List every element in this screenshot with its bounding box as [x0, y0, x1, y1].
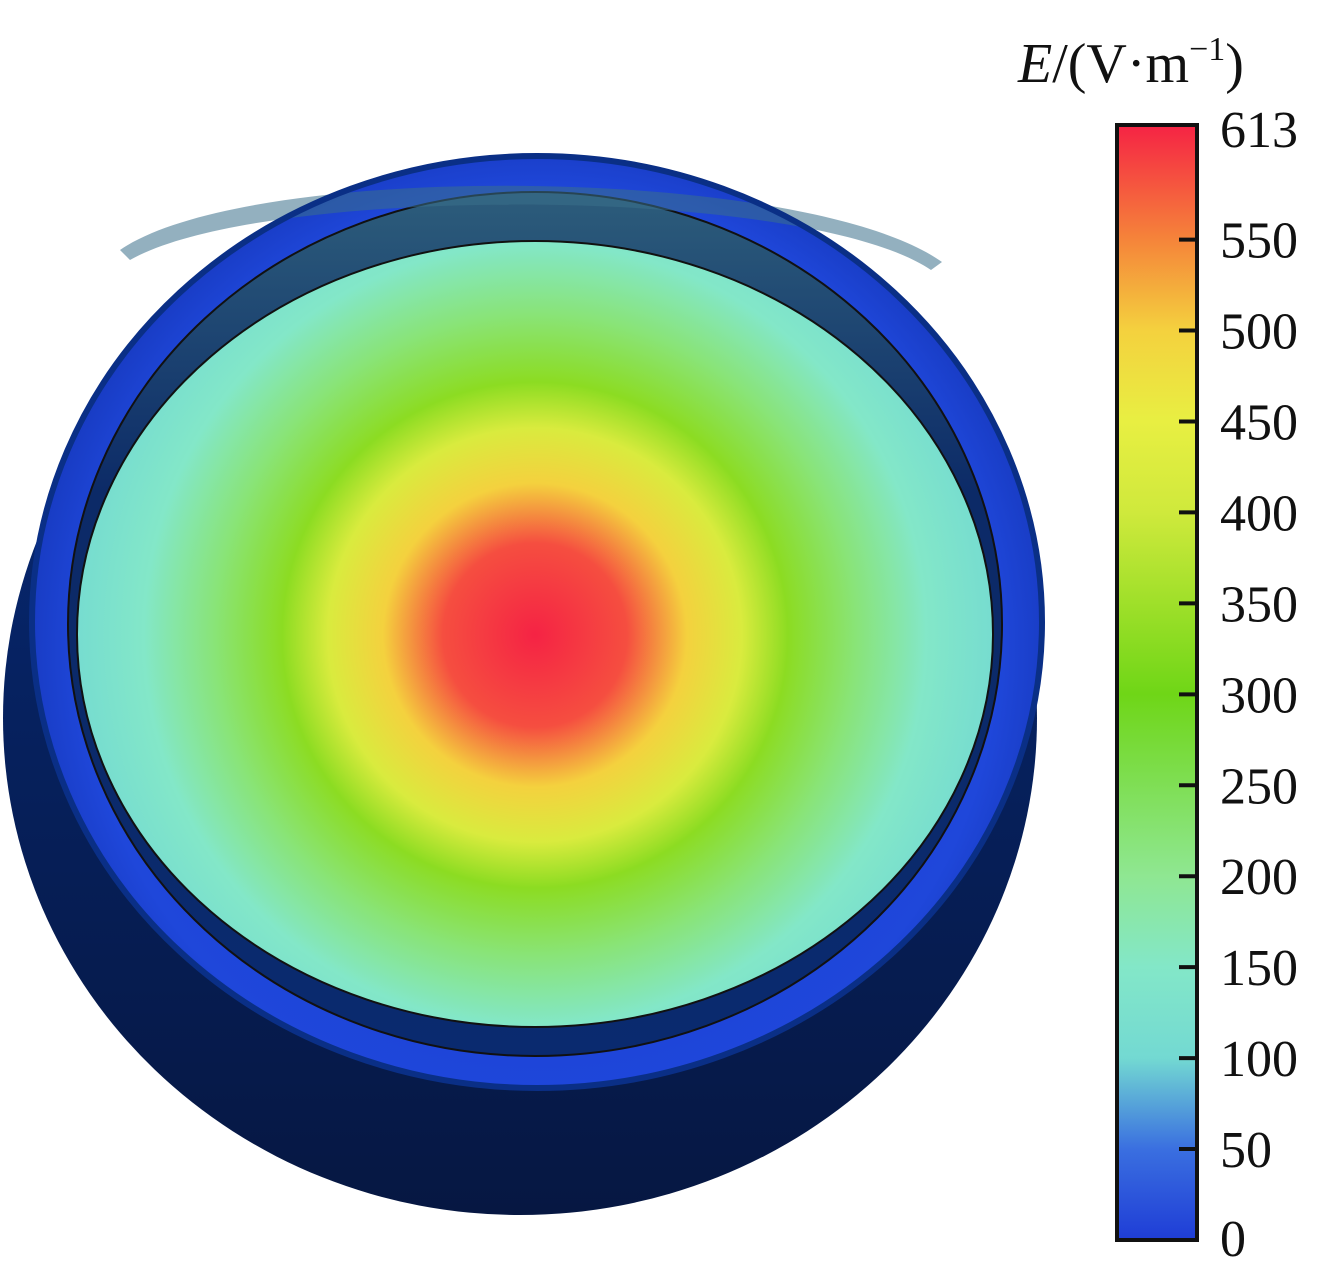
colorbar-tick-label-250: 250	[1220, 758, 1298, 815]
colorbar-tick-label-400: 400	[1220, 485, 1298, 542]
cylindrical-cup-view	[3, 153, 1045, 1215]
colorbar-tick-label-0: 0	[1220, 1211, 1246, 1268]
colorbar-tick-label-300: 300	[1220, 667, 1298, 724]
colorbar-title-symbol: E	[1017, 33, 1052, 95]
field-top-rim-highlight	[120, 185, 942, 270]
colorbar-tick-label-150: 150	[1220, 940, 1298, 997]
field-region	[76, 240, 994, 1028]
colorbar-tick-label-613: 613	[1220, 102, 1298, 159]
colorbar-title-unit: /(V·m	[1052, 33, 1189, 95]
colorbar: 0 50 100 150 200 250 300 350 400 450 500 550 613 E/(…	[1017, 31, 1298, 1268]
colorbar-rect	[1115, 123, 1199, 1242]
cup-top-rim-edge	[29, 153, 1045, 1091]
colorbar-tick-label-350: 350	[1220, 576, 1298, 633]
colorbar-tick-label-550: 550	[1220, 213, 1298, 270]
colorbar-tick-label-100: 100	[1220, 1031, 1298, 1088]
colorbar-title-exponent: −1	[1189, 31, 1225, 68]
colorbar-tick-label-50: 50	[1220, 1122, 1272, 1179]
colorbar-tick-label-450: 450	[1220, 394, 1298, 451]
colorbar-tick-label-500: 500	[1220, 304, 1298, 361]
colorbar-ticks: 0 50 100 150 200 250 300 350 400 450 500 550 613	[1179, 102, 1298, 1268]
colorbar-title: E/(V·m−1)	[1017, 31, 1244, 95]
colorbar-title-close: )	[1225, 33, 1244, 95]
colorbar-tick-label-200: 200	[1220, 849, 1298, 906]
